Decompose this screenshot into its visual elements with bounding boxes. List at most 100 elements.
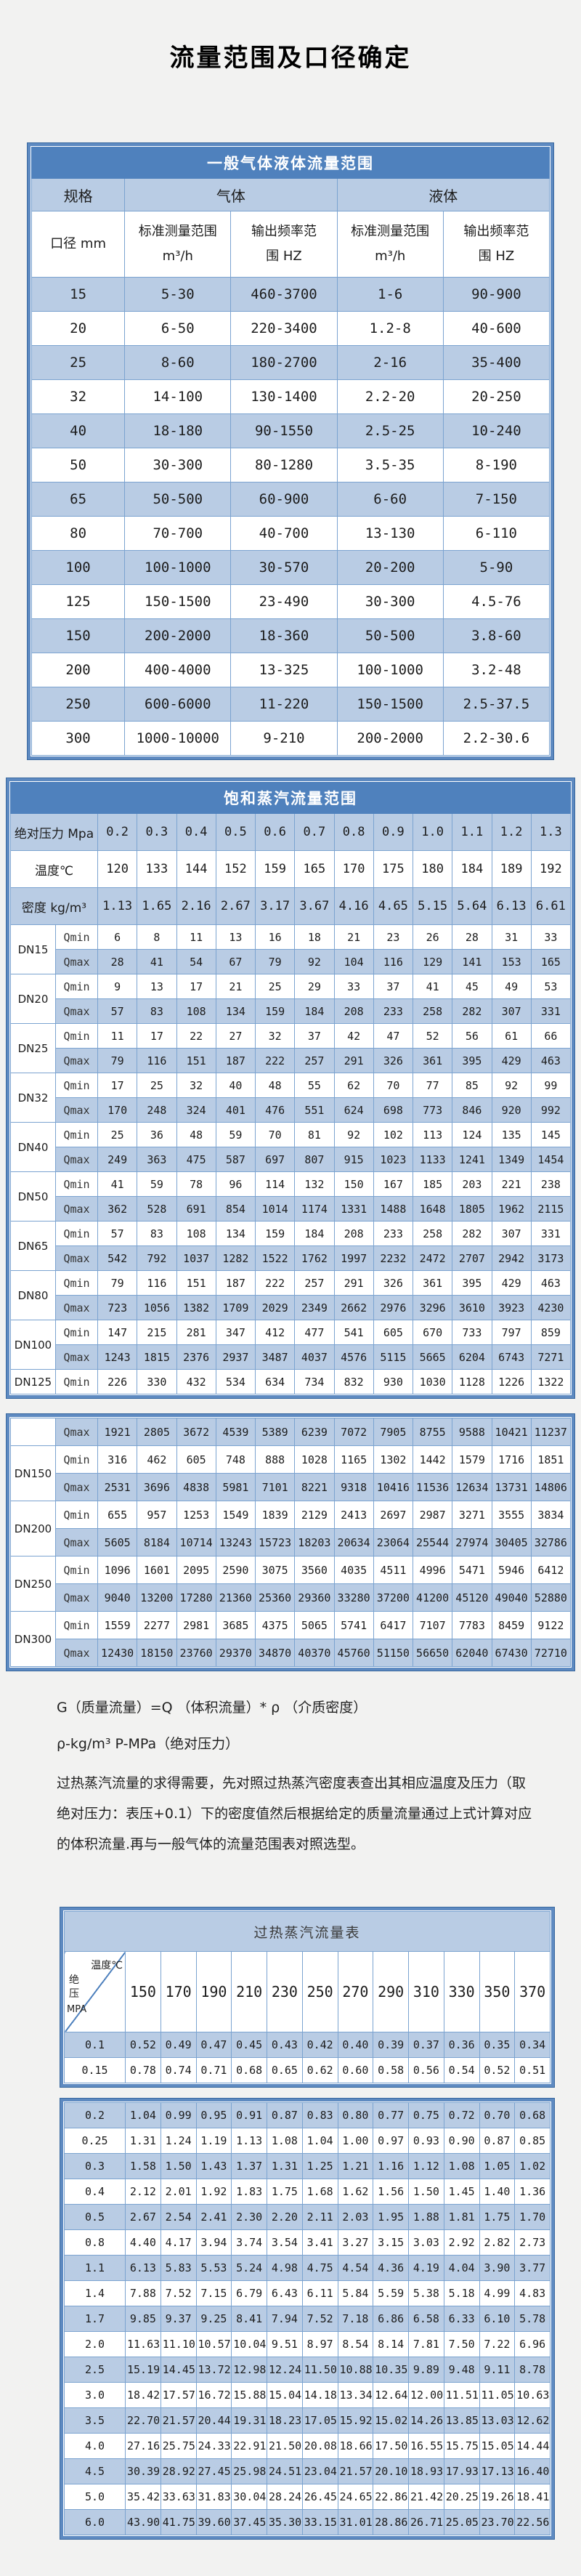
flow-value: 395 [452,1048,492,1073]
flow-value: 528 [137,1196,177,1222]
header-value: 2.67 [215,887,256,925]
temp-header-cell: 270 [337,1951,374,2032]
flow-value: 2697 [373,1501,414,1529]
density-value: 27.16 [125,2433,161,2459]
diameter-cell: 15 [31,277,126,312]
flow-value: 40370 [294,1639,335,1667]
flow-value: 854 [215,1196,256,1222]
flow-type-label: Qmax [55,1147,98,1172]
density-value: 13.34 [337,2382,374,2408]
flow-value: 1174 [294,1196,335,1222]
density-value: 1.24 [160,2128,197,2154]
flow-value: 3923 [491,1295,532,1320]
density-value: 6.86 [373,2306,409,2332]
density-value: 0.35 [479,2032,516,2058]
flow-value: 17 [97,1073,138,1098]
range-cell: 150-1500 [336,687,444,722]
flow-value: 7101 [254,1473,296,1501]
flow-value: 5665 [412,1344,453,1370]
flow-value: 13243 [215,1528,256,1556]
flow-value: 132 [294,1171,335,1197]
range-cell: 3.2-48 [442,653,550,687]
flow-value: 3834 [530,1501,572,1529]
density-value: 9.11 [479,2357,516,2383]
flow-value: 307 [491,1221,532,1246]
flow-value: 1454 [530,1147,572,1172]
density-value: 26.45 [301,2484,338,2510]
density-value: 4.75 [301,2255,338,2281]
density-value: 0.58 [373,2057,409,2083]
flow-value: 113 [412,1122,453,1147]
density-value: 1.88 [408,2204,444,2230]
flow-value: 551 [294,1097,335,1123]
dn-label: DN32 [10,1073,56,1123]
density-value: 1.04 [301,2128,338,2154]
density-value: 15.88 [231,2382,267,2408]
flow-value: 8184 [137,1528,177,1556]
flow-type-label: Qmin [55,1270,98,1296]
corner-cell: 温度℃ 绝压 MPA [64,1951,126,2032]
pressure-label: 0.4 [64,2179,126,2205]
density-value: 15.02 [373,2407,409,2434]
flow-value: 587 [215,1147,256,1172]
flow-value: 32 [254,1023,296,1049]
flow-value: 5605 [97,1528,138,1556]
flow-value: 2662 [333,1295,374,1320]
flow-value: 5115 [373,1344,414,1370]
flow-value: 185 [412,1171,453,1197]
flow-value: 96 [215,1171,256,1197]
flow-value: 698 [373,1097,414,1123]
flow-value: 23760 [176,1639,216,1667]
density-value: 2.67 [125,2204,161,2230]
units-note: ρ-kg/m³ P-MPa（绝对压力） [57,1736,240,1752]
flow-value: 258 [412,998,453,1024]
temp-header-cell: 290 [373,1951,409,2032]
dn-label: DN40 [10,1122,56,1172]
flow-value: 2707 [452,1245,492,1271]
temp-header-cell: 190 [195,1951,232,2032]
density-value: 9.48 [443,2357,480,2383]
flow-value: 62 [333,1073,374,1098]
flow-value: 7783 [452,1611,492,1639]
flow-value: 116 [373,949,414,974]
density-value: 23.04 [301,2458,338,2484]
group-header: 规格 [31,178,126,211]
flow-value: 3555 [491,1501,532,1529]
flow-value: 12634 [452,1473,492,1501]
flow-value: 92 [491,1073,532,1098]
flow-value: 25544 [412,1528,453,1556]
density-value: 17.05 [301,2407,338,2434]
flow-type-label: Qmax [55,1418,98,1446]
flow-value: 184 [294,998,335,1024]
flow-value: 859 [530,1320,572,1345]
flow-value: 57 [97,998,138,1024]
density-value: 8.41 [231,2306,267,2332]
flow-value: 2115 [530,1196,572,1222]
flow-value: 6 [97,924,138,950]
density-value: 23.70 [479,2509,516,2535]
flow-value: 61 [491,1023,532,1049]
range-cell: 2.2-30.6 [442,721,550,756]
flow-value: 401 [215,1097,256,1123]
temp-header-cell: 170 [160,1951,197,2032]
density-value: 10.35 [373,2357,409,2383]
density-value: 30.04 [231,2484,267,2510]
flow-type-label: Qmin [55,1556,98,1584]
density-value: 27.45 [195,2458,232,2484]
range-cell: 30-300 [124,448,232,483]
flow-value: 807 [294,1147,335,1172]
pressure-label: 4.5 [64,2458,126,2484]
diameter-cell: 32 [31,379,126,414]
flow-type-label: Qmax [55,1528,98,1556]
density-value: 4.83 [514,2280,550,2306]
flow-value: 3271 [452,1501,492,1529]
density-value: 28.92 [160,2458,197,2484]
density-value: 1.12 [408,2153,444,2179]
density-value: 5.83 [160,2255,197,2281]
flow-value: 2531 [97,1473,138,1501]
flow-value: 55 [294,1073,335,1098]
flow-value: 165 [530,949,572,974]
flow-value: 1023 [373,1147,414,1172]
flow-value: 48 [176,1122,216,1147]
density-value: 11.63 [125,2331,161,2357]
